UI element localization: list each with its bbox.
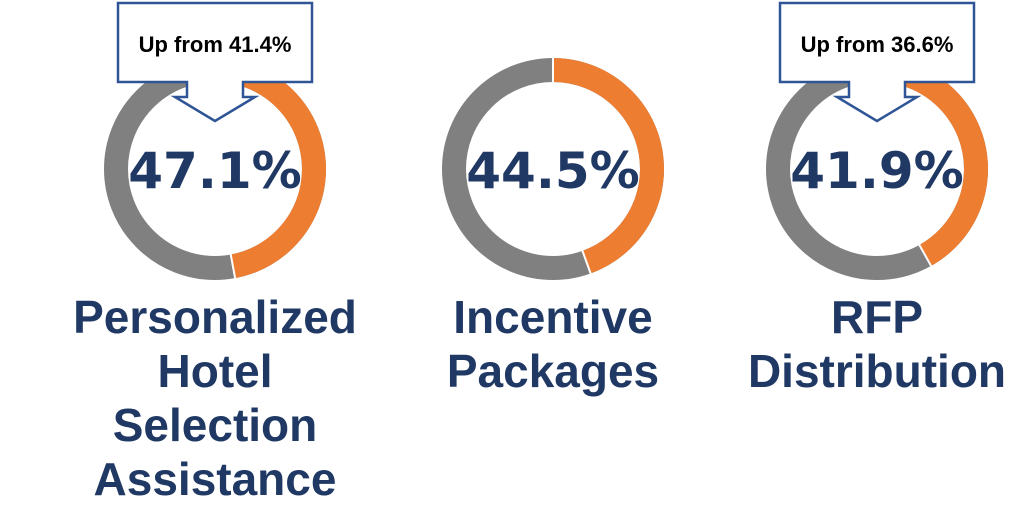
donut-chart: 44.5% bbox=[442, 57, 665, 280]
callout-box bbox=[778, 1, 976, 123]
donut-value: 47.1% bbox=[128, 142, 301, 200]
donut-panel-personalized-hotel-selection: 47.1% Up from 41.4% Personalized Hotel S… bbox=[50, 0, 380, 505]
label-line: Packages bbox=[446, 345, 660, 397]
arc-end-separator bbox=[229, 253, 237, 280]
callout-text: Up from 36.6% bbox=[800, 32, 954, 57]
donut-value: 41.9% bbox=[790, 142, 963, 200]
donut-category-label: RFP Distribution bbox=[712, 290, 1030, 398]
label-line: Hotel Selection bbox=[112, 345, 318, 451]
donut-category-label: Personalized Hotel Selection Assistance bbox=[50, 290, 380, 506]
arc-end-separator bbox=[581, 249, 592, 275]
label-line: Distribution bbox=[747, 345, 1007, 397]
callout-text: Up from 41.4% bbox=[138, 32, 292, 57]
label-line: Incentive bbox=[453, 291, 653, 343]
donut-category-label: Incentive Packages bbox=[388, 290, 718, 398]
callout-arrow bbox=[116, 1, 314, 123]
label-line: Assistance bbox=[93, 453, 337, 505]
donut-value: 44.5% bbox=[466, 142, 639, 200]
donut-panel-rfp-distribution: 41.9% Up from 36.6% RFP Distribution bbox=[712, 0, 1030, 476]
donut-panel-incentive-packages: 44.5% Incentive Packages bbox=[388, 0, 718, 476]
callout-box bbox=[116, 1, 314, 123]
arc-end-separator bbox=[918, 243, 933, 268]
callout-arrow bbox=[778, 1, 976, 123]
label-line: Personalized bbox=[73, 291, 357, 343]
label-line: RFP bbox=[831, 291, 923, 343]
donut-arc bbox=[552, 58, 665, 274]
